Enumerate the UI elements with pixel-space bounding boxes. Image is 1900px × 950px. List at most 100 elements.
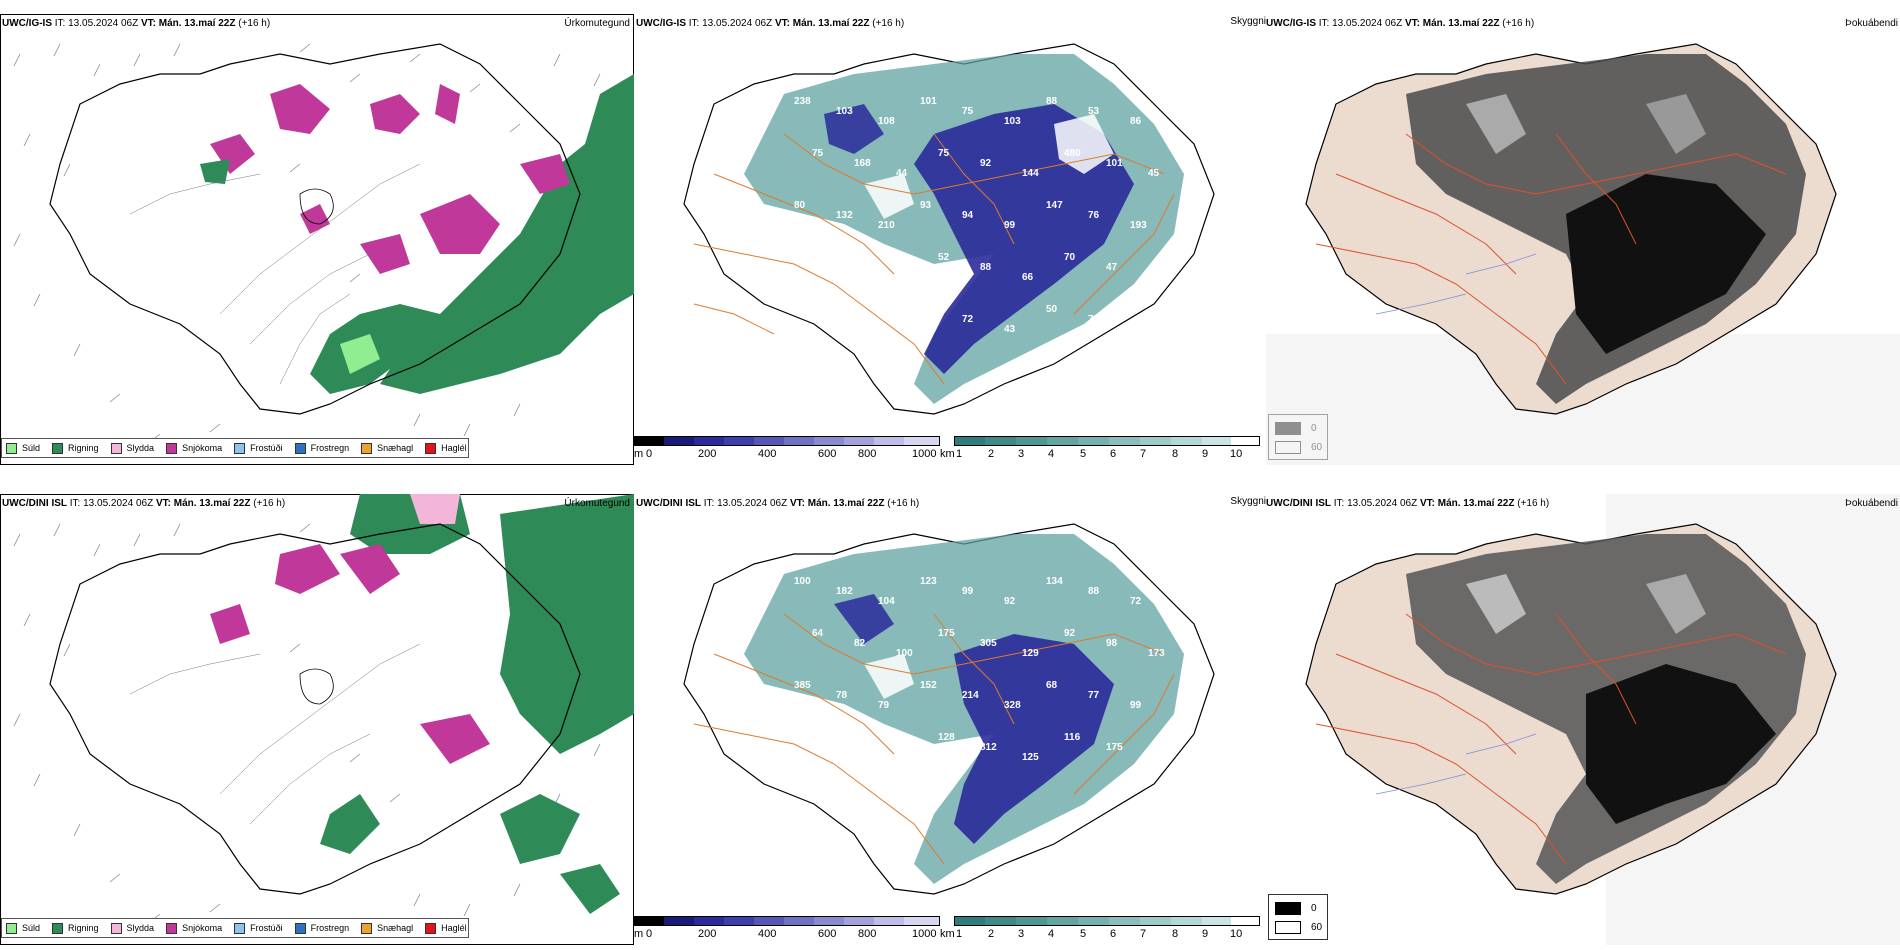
legend-swatch [6, 442, 17, 454]
legend-swatch [166, 922, 178, 934]
legend-item: Frostregn [294, 922, 350, 934]
visibility-value-label: 104 [878, 596, 895, 607]
visibility-value-label: 129 [1022, 648, 1039, 659]
legend-item: Snjókoma [166, 922, 222, 934]
visibility-value-label: 132 [836, 210, 853, 221]
legend-label: Haglél [441, 443, 467, 453]
legend-item: Haglél [425, 922, 467, 934]
km-tick: 3 [1018, 448, 1025, 460]
km-unit: km [940, 928, 955, 940]
km-tick: 10 [1230, 928, 1243, 940]
panel-title: Þokuábendi [1845, 498, 1898, 509]
km-tick: 1 [956, 448, 963, 460]
km-tick: 4 [1048, 448, 1055, 460]
km-tick: 6 [1110, 448, 1117, 460]
km-colorbar-swatches [954, 916, 1260, 926]
precip-type-legend: Súld Rigning Slydda Snjókoma Frostúði Fr… [1, 438, 469, 458]
m-tick: 1000 [912, 928, 937, 940]
km-tick: 3 [1018, 928, 1025, 940]
fog-panel-bottom: UWC/DINI ISL IT: 13.05.2024 06Z VT: Mán.… [1266, 494, 1900, 945]
lead-time: (+16 h) [1517, 498, 1550, 509]
legend-swatch [52, 442, 64, 454]
visibility-value-label: 123 [920, 576, 937, 587]
vt-value: Mán. 13.maí 22Z [1437, 498, 1515, 509]
visibility-value-label: 93 [920, 200, 932, 211]
visibility-value-label: 103 [836, 106, 853, 117]
legend-label: Súld [22, 923, 41, 933]
visibility-value-label: 72 [896, 752, 908, 763]
vt-label: VT: [1419, 498, 1435, 509]
visibility-value-label: 152 [920, 680, 937, 691]
legend-swatch [361, 922, 373, 934]
legend-label: Frostregn [310, 923, 350, 933]
legend-item: Súld [6, 442, 41, 454]
vt-label: VT: [774, 18, 790, 29]
visibility-value-label: 144 [854, 262, 871, 273]
visibility-value-label: 94 [962, 210, 974, 221]
panel-header: UWC/IG-IS IT: 13.05.2024 06Z VT: Mán. 13… [636, 18, 904, 30]
legend-item: Snæhagl [361, 442, 414, 454]
visibility-value-label: 78 [836, 690, 848, 701]
model-name: UWC/IG-IS [636, 18, 686, 29]
km-tick: 6 [1110, 928, 1117, 940]
legend-label: Rigning [68, 443, 99, 453]
it-label: IT: [69, 498, 81, 509]
visibility-value-label: 76 [1088, 210, 1100, 221]
legend-item: Frostúði [234, 442, 283, 454]
visibility-km-colorbar: km 1 2 3 4 5 6 7 8 9 10 [940, 436, 1260, 460]
visibility-value-label: 66 [1022, 272, 1034, 283]
visibility-value-label: 103 [1004, 116, 1021, 127]
vt-value: Mán. 13.maí 22Z [1422, 18, 1500, 29]
km-tick: 7 [1140, 928, 1147, 940]
visibility-value-label: 175 [938, 628, 955, 639]
legend-swatch [166, 442, 178, 454]
legend-label: Snjókoma [182, 443, 223, 453]
model-name: UWC/DINI ISL [1266, 498, 1331, 509]
visibility-value-label: 92 [1064, 628, 1076, 639]
panel-title: Úrkomutegund [564, 498, 630, 509]
visibility-value-label: 55 [920, 304, 932, 315]
visibility-value-label: 82 [854, 638, 866, 649]
it-value: 13.05.2024 06Z [717, 498, 788, 509]
vt-label: VT: [789, 498, 805, 509]
legend-swatch [361, 442, 373, 454]
legend-swatch [234, 922, 246, 934]
fog-swatch-light [1275, 921, 1301, 934]
km-colorbar-swatches [954, 436, 1260, 446]
visibility-value-label: 43 [1004, 324, 1016, 335]
panel-header: UWC/DINI ISL IT: 13.05.2024 06Z VT: Mán.… [2, 498, 285, 510]
lead-time: (+16 h) [887, 498, 920, 509]
visibility-value-label: 100 [794, 576, 811, 587]
m-tick: 1000 [912, 448, 937, 460]
km-tick: 2 [988, 448, 995, 460]
visibility-value-label: 214 [962, 690, 979, 701]
visibility-value-label: 59 [812, 732, 824, 743]
legend-item: Slydda [110, 922, 154, 934]
legend-label: Snæhagl [377, 443, 414, 453]
visibility-panel-bottom: 100 182 104 123 99 92 134 88 72 64 82 100 175 305 129 9… [634, 494, 1328, 945]
vt-value: Mán. 13.maí 22Z [158, 18, 236, 29]
visibility-m-colorbar: m 0 200 400 600 800 1000 [634, 436, 940, 460]
visibility-value-label: 92 [1004, 596, 1016, 607]
legend-item: Rigning [52, 442, 99, 454]
panel-header: UWC/IG-IS IT: 13.05.2024 06Z VT: Mán. 13… [1266, 18, 1534, 30]
visibility-value-label: 92 [980, 158, 992, 169]
legend-label: Frostúði [250, 923, 283, 933]
km-tick: 4 [1048, 928, 1055, 940]
visibility-value-label: 72 [962, 314, 974, 325]
m-tick: 400 [758, 928, 777, 940]
panel-header: UWC/IG-IS IT: 13.05.2024 06Z VT: Mán. 13… [2, 18, 270, 30]
panel-title: Skyggni [1230, 496, 1266, 507]
visibility-value-label: 480 [1064, 148, 1081, 159]
visibility-value-label: 182 [836, 586, 853, 597]
visibility-value-label: 44 [896, 168, 908, 179]
visibility-value-label: 66 [1148, 752, 1160, 763]
legend-label: Súld [22, 443, 41, 453]
fog-map-bottom [1305, 494, 1900, 945]
fog-swatch-dark [1275, 902, 1301, 915]
legend-swatch [110, 442, 122, 454]
km-tick: 2 [988, 928, 995, 940]
vt-value: Mán. 13.maí 22Z [807, 498, 885, 509]
model-name: UWC/IG-IS [1266, 18, 1316, 29]
fog-label: 0 [1311, 903, 1317, 914]
